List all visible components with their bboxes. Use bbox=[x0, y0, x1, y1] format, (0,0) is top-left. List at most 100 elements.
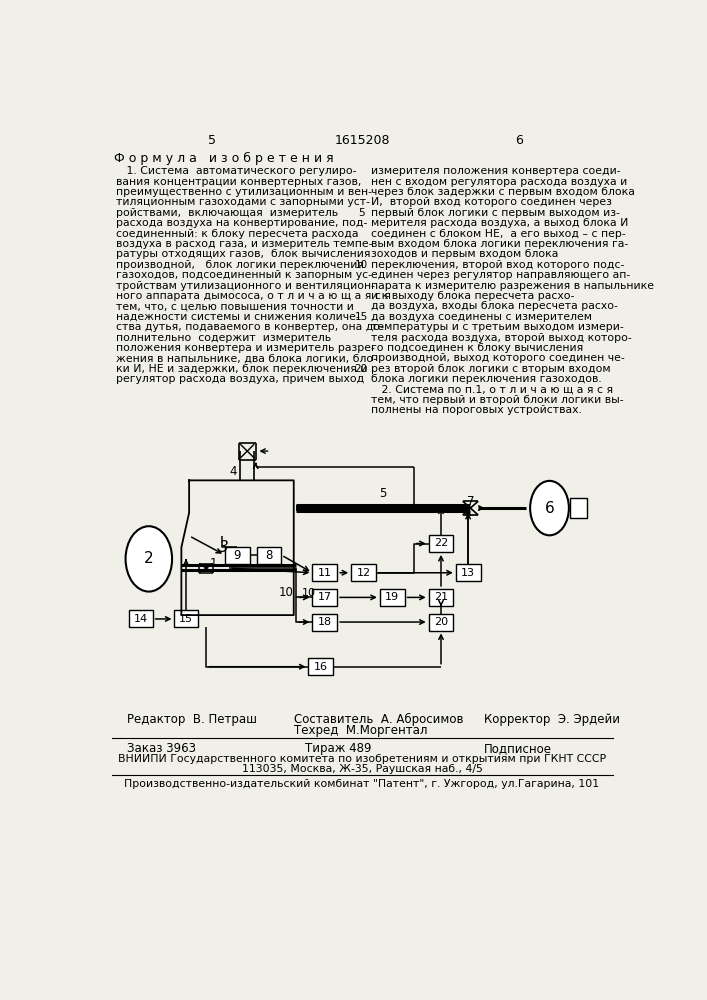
Text: 5: 5 bbox=[358, 208, 365, 218]
Text: нен с входом регулятора расхода воздуха и: нен с входом регулятора расхода воздуха … bbox=[371, 177, 628, 187]
Text: Тираж 489: Тираж 489 bbox=[305, 742, 372, 755]
Text: мерителя расхода воздуха, а выход блока И: мерителя расхода воздуха, а выход блока … bbox=[371, 218, 629, 228]
Text: преимущественно с утилизационным и вен-: преимущественно с утилизационным и вен- bbox=[115, 187, 371, 197]
Text: ного аппарата дымососа, о т л и ч а ю щ а я с я: ного аппарата дымососа, о т л и ч а ю щ … bbox=[115, 291, 390, 301]
Text: ратуры отходящих газов,  блок вычисления: ратуры отходящих газов, блок вычисления bbox=[115, 249, 370, 259]
Text: парата к измерителю разрежения в напыльнике: парата к измерителю разрежения в напыльн… bbox=[371, 281, 654, 291]
Text: 7: 7 bbox=[467, 495, 474, 508]
Text: 11: 11 bbox=[317, 568, 332, 578]
Text: тиляционным газоходами с запорными уст-: тиляционным газоходами с запорными уст- bbox=[115, 197, 370, 207]
Text: соединенный: к блоку пересчета расхода: соединенный: к блоку пересчета расхода bbox=[115, 229, 358, 239]
Text: 5: 5 bbox=[209, 134, 216, 147]
Text: регулятор расхода воздуха, причем выход: регулятор расхода воздуха, причем выход bbox=[115, 374, 363, 384]
Text: 1615208: 1615208 bbox=[334, 134, 390, 147]
Text: полнены на пороговых устройствах.: полнены на пороговых устройствах. bbox=[371, 405, 582, 415]
FancyBboxPatch shape bbox=[456, 564, 481, 581]
FancyBboxPatch shape bbox=[308, 658, 333, 675]
Text: соединен с блоком НЕ,  а его выход – с пер-: соединен с блоком НЕ, а его выход – с пе… bbox=[371, 229, 626, 239]
Text: тем, что первый и второй блоки логики вы-: тем, что первый и второй блоки логики вы… bbox=[371, 395, 624, 405]
Text: Производственно-издательский комбинат "Патент", г. Ужгород, ул.Гагарина, 101: Производственно-издательский комбинат "П… bbox=[124, 779, 600, 789]
Text: воздуха в расход газа, и измеритель темпе-: воздуха в расход газа, и измеритель темп… bbox=[115, 239, 372, 249]
Text: надежности системы и снижения количе-: надежности системы и снижения количе- bbox=[115, 312, 359, 322]
Text: Подписное: Подписное bbox=[484, 742, 551, 755]
Text: 16: 16 bbox=[314, 662, 328, 672]
Text: 12: 12 bbox=[356, 568, 370, 578]
Text: 14: 14 bbox=[134, 614, 148, 624]
Text: 6: 6 bbox=[515, 134, 523, 147]
FancyBboxPatch shape bbox=[428, 614, 453, 631]
Text: 15: 15 bbox=[179, 614, 193, 624]
Text: температуры и с третьим выходом измери-: температуры и с третьим выходом измери- bbox=[371, 322, 624, 332]
Text: 1. Система  автоматического регулиро-: 1. Система автоматического регулиро- bbox=[115, 166, 356, 176]
FancyBboxPatch shape bbox=[428, 589, 453, 606]
Text: 22: 22 bbox=[434, 538, 448, 548]
Text: Техред  М.Моргентал: Техред М.Моргентал bbox=[293, 724, 427, 737]
Text: производной,   блок логики переключения: производной, блок логики переключения bbox=[115, 260, 363, 270]
Text: 18: 18 bbox=[317, 617, 332, 627]
Text: 1: 1 bbox=[209, 557, 217, 570]
Text: 10: 10 bbox=[355, 260, 368, 270]
Text: переключения, второй вход которого подс-: переключения, второй вход которого подс- bbox=[371, 260, 624, 270]
Text: 2. Система по п.1, о т л и ч а ю щ а я с я: 2. Система по п.1, о т л и ч а ю щ а я с… bbox=[371, 384, 614, 394]
Text: 5: 5 bbox=[379, 487, 387, 500]
Text: вым входом блока логики переключения га-: вым входом блока логики переключения га- bbox=[371, 239, 629, 249]
FancyBboxPatch shape bbox=[257, 547, 281, 564]
Text: единен через регулятор направляющего ап-: единен через регулятор направляющего ап- bbox=[371, 270, 631, 280]
Text: газоходов, подсоединенный к запорным ус-: газоходов, подсоединенный к запорным ус- bbox=[115, 270, 371, 280]
Text: измерителя положения конвертера соеди-: измерителя положения конвертера соеди- bbox=[371, 166, 621, 176]
Text: 4: 4 bbox=[230, 465, 237, 478]
Text: расхода воздуха на конвертирование, под-: расхода воздуха на конвертирование, под- bbox=[115, 218, 367, 228]
Text: ВНИИПИ Государственного комитета по изобретениям и открытиям при ГКНТ СССР: ВНИИПИ Государственного комитета по изоб… bbox=[118, 754, 606, 764]
Text: через блок задержки с первым входом блока: через блок задержки с первым входом блок… bbox=[371, 187, 635, 197]
Text: Составитель  А. Абросимов: Составитель А. Абросимов bbox=[293, 713, 463, 726]
Text: да воздуха, входы блока пересчета расхо-: да воздуха, входы блока пересчета расхо- bbox=[371, 301, 618, 311]
Polygon shape bbox=[296, 505, 470, 511]
Text: первый блок логики с первым выходом из-: первый блок логики с первым выходом из- bbox=[371, 208, 620, 218]
Text: Заказ 3963: Заказ 3963 bbox=[127, 742, 196, 755]
Text: 9: 9 bbox=[233, 549, 241, 562]
Text: 10: 10 bbox=[279, 586, 293, 599]
Text: Редактор  В. Петраш: Редактор В. Петраш bbox=[127, 713, 257, 726]
FancyBboxPatch shape bbox=[312, 614, 337, 631]
Text: 113035, Москва, Ж-35, Раушская наб., 4/5: 113035, Москва, Ж-35, Раушская наб., 4/5 bbox=[242, 764, 482, 774]
Text: 20: 20 bbox=[434, 617, 448, 627]
FancyBboxPatch shape bbox=[428, 535, 453, 552]
Text: го подсоединен к блоку вычисления: го подсоединен к блоку вычисления bbox=[371, 343, 583, 353]
FancyBboxPatch shape bbox=[570, 498, 587, 518]
Text: 20: 20 bbox=[355, 364, 368, 374]
Text: 13: 13 bbox=[461, 568, 475, 578]
Circle shape bbox=[530, 481, 569, 535]
Text: Корректор  Э. Эрдейи: Корректор Э. Эрдейи bbox=[484, 713, 619, 726]
Text: ства дутья, подаваемого в конвертер, она до-: ства дутья, подаваемого в конвертер, она… bbox=[115, 322, 383, 332]
Text: 17: 17 bbox=[317, 592, 332, 602]
FancyBboxPatch shape bbox=[312, 589, 337, 606]
Text: зоходов и первым входом блока: зоходов и первым входом блока bbox=[371, 249, 559, 259]
Text: 15: 15 bbox=[354, 312, 368, 322]
Text: жения в напыльнике, два блока логики, бло-: жения в напыльнике, два блока логики, бл… bbox=[115, 353, 377, 363]
Text: 21: 21 bbox=[434, 592, 448, 602]
Text: блока логики переключения газоходов.: блока логики переключения газоходов. bbox=[371, 374, 602, 384]
FancyBboxPatch shape bbox=[351, 564, 376, 581]
Text: 19: 19 bbox=[385, 592, 399, 602]
Text: да воздуха соединены с измерителем: да воздуха соединены с измерителем bbox=[371, 312, 592, 322]
Text: 10: 10 bbox=[303, 588, 316, 598]
FancyBboxPatch shape bbox=[380, 589, 404, 606]
Text: ки И, НЕ и задержки, блок переключения и: ки И, НЕ и задержки, блок переключения и bbox=[115, 364, 367, 374]
FancyBboxPatch shape bbox=[312, 564, 337, 581]
Text: положения конвертера и измеритель разре-: положения конвертера и измеритель разре- bbox=[115, 343, 375, 353]
Text: теля расхода воздуха, второй выход которо-: теля расхода воздуха, второй выход котор… bbox=[371, 333, 632, 343]
Text: производной, выход которого соединен че-: производной, выход которого соединен че- bbox=[371, 353, 625, 363]
Text: 6: 6 bbox=[544, 501, 554, 516]
Text: рез второй блок логики с вторым входом: рез второй блок логики с вторым входом bbox=[371, 364, 611, 374]
Text: полнительно  содержит  измеритель: полнительно содержит измеритель bbox=[115, 333, 331, 343]
Text: и к выходу блока пересчета расхо-: и к выходу блока пересчета расхо- bbox=[371, 291, 575, 301]
Text: 2: 2 bbox=[144, 551, 153, 566]
Text: 8: 8 bbox=[265, 549, 273, 562]
Text: Ф о р м у л а   и з о б р е т е н и я: Ф о р м у л а и з о б р е т е н и я bbox=[115, 152, 334, 165]
Text: тройствам утилизационного и вентиляцион-: тройствам утилизационного и вентиляцион- bbox=[115, 281, 375, 291]
Circle shape bbox=[126, 526, 172, 592]
FancyBboxPatch shape bbox=[225, 547, 250, 564]
Text: тем, что, с целью повышения точности и: тем, что, с целью повышения точности и bbox=[115, 301, 354, 311]
Text: 3: 3 bbox=[219, 540, 229, 555]
FancyBboxPatch shape bbox=[129, 610, 153, 627]
